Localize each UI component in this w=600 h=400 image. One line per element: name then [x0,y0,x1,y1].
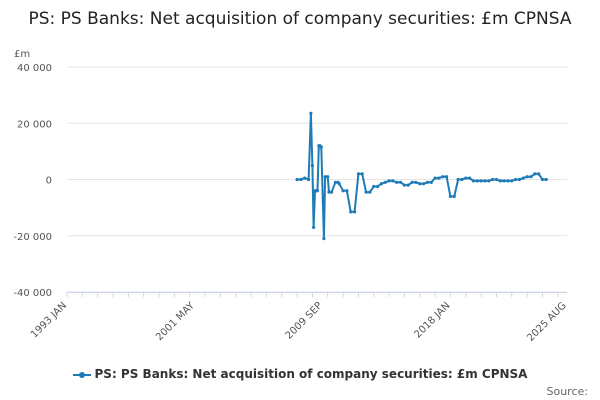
data-point[interactable] [303,176,307,180]
data-point[interactable] [464,176,468,180]
data-point[interactable] [425,180,430,184]
data-point[interactable] [322,236,326,241]
data-point[interactable] [414,180,418,184]
data-point[interactable] [356,172,361,176]
data-point[interactable] [345,189,349,193]
data-point[interactable] [299,177,303,182]
data-point[interactable] [410,180,414,184]
data-point[interactable] [498,179,502,183]
data-point[interactable] [379,182,384,186]
data-point[interactable] [418,182,422,186]
data-point[interactable] [341,189,345,193]
data-point[interactable] [310,163,314,168]
data-point[interactable] [521,176,525,180]
data-point[interactable] [506,179,510,183]
data-point[interactable] [460,177,464,182]
series-line[interactable] [297,112,547,240]
data-point[interactable] [406,183,410,187]
data-point[interactable] [525,175,529,179]
data-point[interactable] [395,180,399,184]
data-point[interactable] [421,182,426,186]
data-point[interactable] [375,184,380,189]
data-point[interactable] [349,210,353,214]
data-point[interactable] [517,177,522,182]
data-point[interactable] [295,177,299,182]
data-point[interactable] [360,172,364,176]
y-tick-label: 40 000 [17,63,52,74]
data-point[interactable] [483,179,487,183]
series-group [295,111,548,241]
y-tick-label: -20 000 [13,232,52,243]
data-point[interactable] [514,177,518,182]
data-point[interactable] [491,177,495,182]
data-point[interactable] [448,194,453,198]
data-point[interactable] [323,175,327,179]
data-point[interactable] [441,175,445,179]
y-tick-label: 0 [46,176,52,187]
data-point[interactable] [391,179,395,183]
y-tick-label: 20 000 [17,119,52,130]
data-point[interactable] [479,179,483,183]
data-point[interactable] [368,190,372,194]
data-point[interactable] [437,176,441,180]
data-point[interactable] [445,175,449,179]
data-point[interactable] [329,190,334,194]
data-point[interactable] [533,172,537,176]
credits-label[interactable]: Source: [546,385,589,398]
data-point[interactable] [383,180,387,184]
x-tick-label: 2018 JAN [412,300,452,340]
data-point[interactable] [540,177,545,182]
data-point[interactable] [502,179,506,183]
data-point[interactable] [326,175,330,179]
data-point[interactable] [544,177,548,182]
chart-title: PS: PS Banks: Net acquisition of company… [28,9,572,29]
data-point[interactable] [537,172,541,176]
data-point[interactable] [372,184,376,189]
legend-swatch [72,371,91,378]
data-point[interactable] [529,175,533,179]
data-point[interactable] [387,179,391,183]
data-point[interactable] [306,177,311,182]
data-point[interactable] [452,194,456,198]
x-axis-ticks: 1993 JAN 2001 MAY 2009 SEP 2018 JAN 2025 AUG [29,292,569,344]
x-tick-label: 2025 AUG [525,300,569,344]
data-point[interactable] [475,179,479,183]
data-point[interactable] [364,190,368,194]
data-point[interactable] [333,180,338,184]
data-point[interactable] [510,179,514,183]
x-tick-label: 1993 JAN [29,300,69,340]
data-point[interactable] [487,179,491,183]
legend-label: PS: PS Banks: Net acquisition of company… [94,367,528,381]
data-point[interactable] [312,225,316,229]
data-point[interactable] [337,182,341,186]
data-point[interactable] [456,177,460,182]
data-point[interactable] [433,176,437,180]
data-point[interactable] [398,180,403,184]
x-tick-label: 2009 SEP [284,300,325,341]
data-point[interactable] [429,180,433,184]
data-point[interactable] [319,145,323,149]
y-axis-ticks: 40 000 20 000 0 -20 000 -40 000 [13,63,52,299]
y-tick-label: -40 000 [13,288,52,299]
data-point[interactable] [494,177,499,182]
x-tick-label: 2001 MAY [154,300,197,343]
data-point[interactable] [468,176,472,180]
data-point[interactable] [352,210,357,214]
data-point[interactable] [309,111,313,116]
data-point[interactable] [315,189,320,193]
legend[interactable]: PS: PS Banks: Net acquisition of company… [0,367,600,381]
data-point[interactable] [402,183,407,187]
data-point[interactable] [471,179,476,183]
y-axis-unit: £m [14,49,30,60]
data-point[interactable] [327,190,331,194]
